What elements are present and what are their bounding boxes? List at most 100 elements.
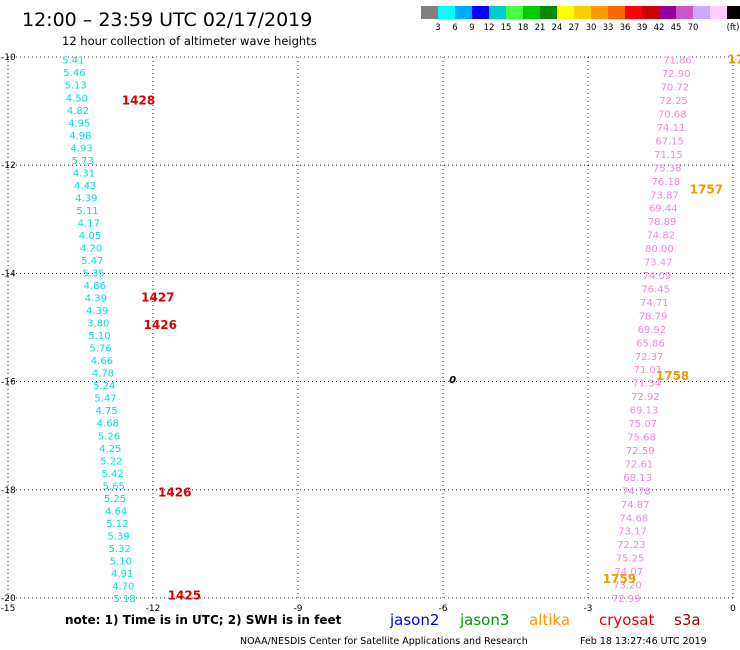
colorbar-swatch [438, 6, 455, 19]
wave-height-label: 4.64 [105, 506, 127, 517]
wave-height-label: 75.68 [627, 433, 656, 444]
y-tick-label: -10 [1, 53, 16, 63]
satellite-legend-item: jason2 [389, 611, 439, 629]
wave-height-label: 5.25 [104, 494, 126, 505]
colorbar-tick-label: 6 [452, 23, 457, 33]
time-label: 1426 [158, 486, 191, 500]
time-label: 1427 [141, 291, 174, 305]
wave-height-label: 76.45 [641, 284, 670, 295]
wave-height-label: 75.38 [653, 163, 682, 174]
wave-height-label: 5.10 [88, 331, 110, 342]
wave-height-label: 5.41 [62, 56, 84, 67]
satellite-legend-item: jason3 [459, 611, 509, 629]
wave-height-label: 4.98 [69, 131, 91, 142]
wave-height-label: 74.09 [643, 271, 672, 282]
wave-height-label: 4.91 [111, 569, 133, 580]
wave-height-label: 74.68 [620, 513, 649, 524]
colorbar-tick-label: 15 [501, 23, 512, 33]
chart-subtitle: 12 hour collection of altimeter wave hei… [62, 34, 317, 48]
wave-height-label: 4.78 [92, 369, 114, 380]
x-tick-label: 0 [730, 604, 736, 614]
wave-height-label: 69.92 [637, 325, 666, 336]
time-label: 1428 [122, 93, 155, 107]
y-tick-label: -20 [1, 594, 16, 604]
x-tick-label: -15 [1, 604, 16, 614]
wave-height-label: 76.18 [652, 177, 681, 188]
wave-height-label: 5.47 [94, 394, 116, 405]
wave-height-label: 4.39 [85, 294, 107, 305]
wave-height-label: 70.68 [658, 110, 687, 121]
wave-height-label: 70.72 [661, 83, 690, 94]
colorbar-swatch [574, 6, 591, 19]
footer-timestamp: Feb 18 13:27:46 UTC 2019 [580, 636, 707, 647]
colorbar-tick-label: 12 [484, 23, 495, 33]
wave-height-label: 72.61 [625, 459, 654, 470]
time-label: 1759 [603, 572, 636, 586]
x-tick-label: -9 [294, 604, 303, 614]
wave-height-label: 68.13 [623, 473, 652, 484]
satellite-legend-item: s3a [674, 611, 701, 629]
wave-height-label: 4.82 [67, 106, 89, 117]
colorbar-swatch [710, 6, 727, 19]
wave-height-label: 5.32 [109, 544, 131, 555]
footer-credit: NOAA/NESDIS Center for Satellite Applica… [240, 636, 528, 647]
wave-height-label: 4.39 [75, 193, 97, 204]
wave-height-label: 71.34 [632, 379, 661, 390]
wave-height-label: 73.20 [613, 581, 642, 592]
axes: -15 -12 -9 -6 -3 0 -10 -12 -14 -16 -18 -20 [1, 53, 736, 614]
time-label: 175 [727, 53, 740, 67]
wave-height-label: 69.13 [630, 406, 659, 417]
wave-height-label: 72.23 [617, 540, 646, 551]
track-marker: 0 [449, 375, 456, 386]
colorbar-tick-label: 21 [535, 23, 546, 33]
wave-height-label: 5.47 [81, 256, 103, 267]
colorbar-tick-label: 24 [552, 23, 563, 33]
satellite-legend-item: altika [529, 611, 570, 629]
satellite-legend-item: cryosat [599, 611, 654, 629]
wave-height-label: 4.86 [84, 281, 106, 292]
wave-height-label: 74.82 [646, 231, 675, 242]
wave-height-label: 5.42 [101, 469, 123, 480]
colorbar-tick-label: 42 [654, 23, 665, 33]
wave-height-label: 67.15 [655, 136, 684, 147]
data-tracks: 5.415.46 5.134.50 4.824.95 4.984.93 5.734.31… [62, 56, 692, 605]
colorbar-swatch [506, 6, 523, 19]
x-tick-label: -12 [146, 604, 161, 614]
wave-height-label: 4.39 [86, 306, 108, 317]
wave-height-label: 71.86 [663, 56, 692, 67]
wave-height-label: 5.76 [90, 344, 112, 355]
wave-height-label: 4.70 [112, 581, 134, 592]
time-label: 1426 [144, 318, 177, 332]
colorbar-tick-label: 45 [671, 23, 682, 33]
wave-height-label: 73.47 [644, 258, 673, 269]
wave-height-label: 74.11 [657, 123, 686, 134]
colorbar-swatch [489, 6, 506, 19]
wave-height-label: 5.26 [98, 431, 120, 442]
wave-height-label: 74.87 [621, 500, 650, 511]
x-tick-label: -3 [584, 604, 593, 614]
wave-height-label: 80.00 [645, 244, 674, 255]
wave-height-label: 72.92 [631, 392, 660, 403]
colorbar-swatch [472, 6, 489, 19]
wave-height-label: 4.95 [68, 118, 90, 129]
wave-height-label: 75.25 [616, 554, 645, 565]
wave-height-label: 4.31 [73, 168, 95, 179]
colorbar-tick-label: 39 [637, 23, 648, 33]
colorbar-swatch [591, 6, 608, 19]
x-tick-label: -6 [439, 604, 448, 614]
colorbar-swatch [625, 6, 642, 19]
wave-height-label: 72.90 [662, 69, 691, 80]
colorbar-swatch [523, 6, 540, 19]
wave-height-label: 5.39 [107, 531, 129, 542]
colorbar-swatch [659, 6, 676, 19]
satellite-legend: jason2 jason3 altika cryosat s3a [389, 611, 701, 629]
wave-height-label: 5.13 [65, 81, 87, 92]
colorbar-tick-label: 27 [569, 23, 580, 33]
grid-lines [7, 56, 734, 599]
wave-height-label: 5.12 [106, 519, 128, 530]
colorbar-tick-label: 36 [620, 23, 631, 33]
wave-height-label: 65.86 [636, 338, 665, 349]
wave-height-label: 5.73 [72, 156, 94, 167]
wave-height-label: 72.59 [626, 446, 655, 457]
